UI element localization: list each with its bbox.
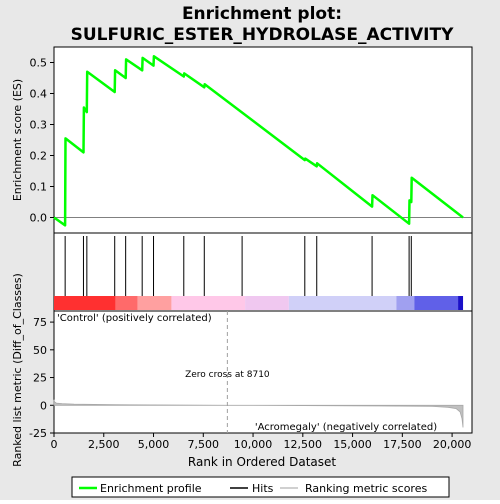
rank-color-segment [288,296,397,310]
rank-color-segment [414,296,459,310]
hit-marks [64,236,412,296]
x-tick-label: 5,000 [138,438,170,451]
negative-correlation-label: 'Acromegaly' (negatively correlated) [255,422,437,433]
chart-title-line2: SULFURIC_ESTER_HYDROLASE_ACTIVITY [71,25,455,45]
rank-color-bar [54,296,464,310]
x-tick-label: 17,500 [383,438,422,451]
es-y-tick-label: 0.3 [30,119,48,132]
x-tick-label: 15,000 [333,438,372,451]
legend-box [71,476,450,498]
rank-color-segment [396,296,415,310]
rank-color-segment [171,296,246,310]
x-tick-label: 20,000 [433,438,472,451]
ranking-metric-area [53,399,464,428]
rank-color-segment [245,296,289,310]
rank-color-segment [115,296,138,310]
rank-color-segment [137,296,172,310]
es-y-tick-label: 0.5 [30,57,48,70]
es-y-axis-label: Enrichment score (ES) [11,79,24,201]
es-y-tick-label: 0.4 [30,88,48,101]
metric-y-tick-label: 0 [40,399,47,412]
metric-panel-frame [53,310,473,434]
x-tick-label: 10,000 [234,438,273,451]
metric-axes: -25 0 25 50 75 0 2,500 5,000 7,500 10,000 12,500 15… [29,316,471,451]
metric-y-tick-label: 75 [33,316,47,329]
positive-correlation-label: 'Control' (positively correlated) [57,313,212,324]
rank-color-segment [54,296,116,310]
rank-color-segment [458,296,464,310]
zero-cross-label: Zero cross at 8710 [185,370,270,380]
es-y-axis: 0.0 0.1 0.2 0.3 0.4 0.5 [30,57,54,225]
legend-hits-label: Hits [252,482,274,495]
x-tick-label: 12,500 [284,438,323,451]
legend-enrichment-label: Enrichment profile [100,482,202,495]
x-tick-label: 2,500 [88,438,120,451]
metric-y-tick-label: -25 [29,427,47,440]
metric-y-tick-label: 50 [33,344,47,357]
chart-title-line1: Enrichment plot: [182,4,342,24]
x-tick-label: 7,500 [188,438,220,451]
legend-metric-label: Ranking metric scores [305,482,427,495]
enrichment-profile-line [53,55,464,227]
metric-y-axis-label: Ranked list metric (Diff_of_Classes) [11,273,24,467]
es-y-tick-label: 0.0 [30,212,48,225]
es-y-tick-label: 0.1 [30,181,48,194]
x-tick-label: 0 [51,438,58,451]
es-y-tick-label: 0.2 [30,150,48,163]
metric-y-tick-label: 25 [33,372,47,385]
x-axis-label: Rank in Ordered Dataset [188,455,336,469]
